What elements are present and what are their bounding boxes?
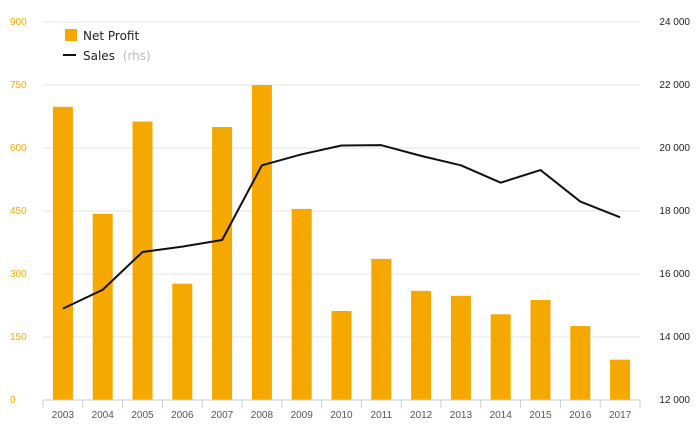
sales-line-path bbox=[62, 144, 621, 310]
y-left-tick-label: 150 bbox=[10, 332, 27, 343]
y-right-tick-label: 20 000 bbox=[659, 143, 690, 154]
x-tick-label: 2004 bbox=[92, 410, 115, 421]
bar-net-profit bbox=[52, 106, 73, 400]
legend-label-sales-name: Sales bbox=[83, 49, 115, 63]
x-tick-label: 2015 bbox=[529, 410, 552, 421]
bar-net-profit bbox=[570, 326, 591, 400]
bars-net-profit bbox=[52, 85, 631, 400]
y-right-tick-label: 16 000 bbox=[659, 269, 690, 280]
x-tick-label: 2017 bbox=[609, 410, 632, 421]
x-tick-label: 2007 bbox=[211, 410, 234, 421]
y-right-tick-label: 12 000 bbox=[659, 395, 690, 406]
x-tick-label: 2011 bbox=[371, 410, 393, 421]
x-tick-label: 2006 bbox=[171, 410, 194, 421]
bar-net-profit bbox=[371, 258, 392, 400]
bar-net-profit bbox=[411, 290, 432, 400]
y-right-tick-label: 24 000 bbox=[659, 17, 690, 28]
x-tick-label: 2005 bbox=[131, 410, 154, 421]
y-left-tick-label: 600 bbox=[10, 143, 27, 154]
y-left-tick-label: 750 bbox=[10, 80, 27, 91]
y-right-tick-label: 18 000 bbox=[659, 206, 690, 217]
bar-net-profit bbox=[291, 208, 312, 400]
y-left-tick-label: 900 bbox=[10, 17, 27, 28]
legend-label-rhs-note: (rhs) bbox=[123, 49, 151, 63]
y-right-tick-label: 14 000 bbox=[659, 332, 690, 343]
x-tick-label: 2010 bbox=[330, 410, 353, 421]
legend: Net Profit Sales (rhs) bbox=[63, 29, 151, 63]
bar-net-profit bbox=[610, 359, 631, 400]
bar-net-profit bbox=[530, 300, 551, 400]
y-axis-left: 0 150 300 450 600 750 900 bbox=[10, 17, 27, 406]
bar-net-profit bbox=[172, 283, 193, 400]
bar-net-profit bbox=[92, 213, 113, 400]
bar-net-profit bbox=[132, 121, 153, 400]
y-left-tick-label: 300 bbox=[10, 269, 27, 280]
x-tick-label: 2009 bbox=[291, 410, 314, 421]
x-tick-label: 2016 bbox=[569, 410, 592, 421]
y-axis-right: 12 000 14 000 16 000 18 000 20 000 22 000 24 0… bbox=[659, 17, 690, 406]
legend-label-net-profit: Net Profit bbox=[83, 29, 139, 43]
x-tick-label: 2003 bbox=[52, 410, 75, 421]
y-right-tick-label: 22 000 bbox=[659, 80, 690, 91]
x-tick-label: 2008 bbox=[251, 410, 274, 421]
x-tick-label: 2012 bbox=[410, 410, 433, 421]
bar-net-profit bbox=[212, 127, 233, 400]
line-sales bbox=[62, 144, 621, 310]
bar-net-profit bbox=[450, 295, 471, 400]
legend-swatch-net-profit bbox=[65, 29, 77, 41]
bar-net-profit bbox=[251, 85, 272, 400]
y-left-tick-label: 450 bbox=[10, 206, 27, 217]
x-axis: 2003 2004 2005 2006 2007 2008 2009 2010 2011 2012… bbox=[42, 399, 641, 421]
x-tick-label: 2014 bbox=[490, 410, 513, 421]
legend-label-sales: Sales (rhs) bbox=[83, 49, 151, 63]
bar-net-profit bbox=[490, 314, 511, 400]
y-left-tick-label: 0 bbox=[10, 395, 16, 406]
bar-net-profit bbox=[331, 310, 352, 400]
x-tick-label: 2013 bbox=[450, 410, 473, 421]
